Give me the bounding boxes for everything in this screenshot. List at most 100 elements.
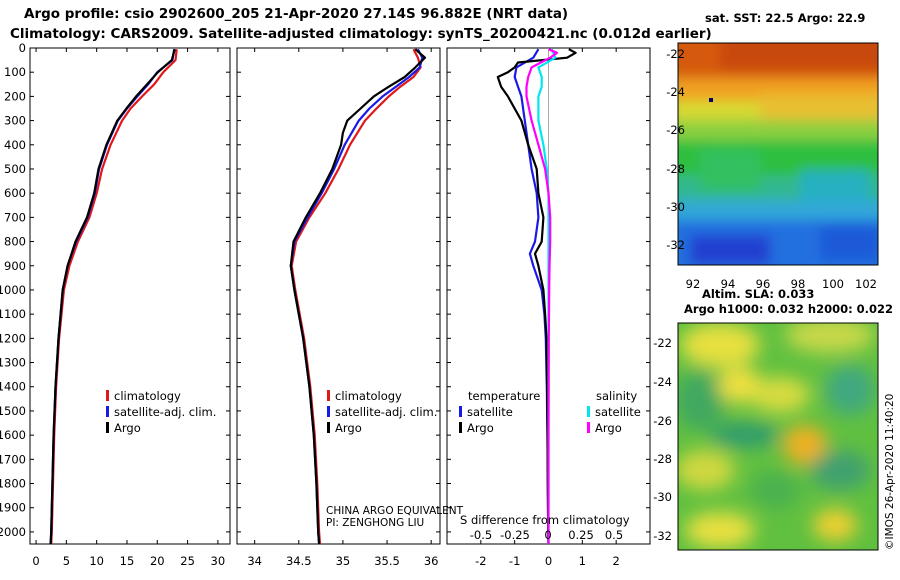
temperature-panel-frame [29, 47, 231, 545]
legend-argo-s: Argo [595, 421, 622, 435]
s-difference-title: S difference from climatology [460, 513, 630, 527]
sla-lat-tick: -24 [653, 375, 672, 389]
sst-lat-tick: -26 [666, 123, 685, 137]
temperature-x-axis: 0 5 10 15 20 25 30 [32, 48, 225, 568]
x-tick-label: -2 [475, 554, 486, 568]
x-tick-label: 34 [247, 554, 262, 568]
imos-stamp: ©IMOS 26-Apr-2020 11:40:20 [884, 394, 896, 550]
x-tick-label: 20 [150, 554, 165, 568]
legend-satellite-adj: satellite-adj. clim. [114, 405, 216, 419]
depth-tick-label: 2000 [0, 525, 26, 539]
sst-lon-tick: 96 [756, 277, 771, 291]
depth-tick-label: 1700 [0, 452, 26, 466]
header-line1: Argo profile: csio 2902600_205 21-Apr-20… [24, 6, 569, 22]
depth-tick-label: 1100 [0, 307, 26, 321]
legend-climatology: climatology [114, 389, 181, 403]
s-tick-0: 0 [544, 528, 551, 542]
depth-tick-label: 1500 [0, 404, 26, 418]
sla-title1: Altim. SLA: 0.033 [702, 287, 814, 301]
legend-swatch-argo-t [459, 422, 462, 433]
sst-map [678, 43, 878, 265]
sst-lon-tick: 92 [686, 277, 701, 291]
x-tick-label: 0 [545, 554, 552, 568]
salinity-legend: climatology satellite-adj. clim. Argo [327, 389, 437, 435]
depth-tick-label: 400 [4, 138, 26, 152]
depth-tick-label: 200 [4, 89, 26, 103]
legend-argo: Argo [114, 421, 141, 435]
depth-tick-label: 1900 [0, 501, 26, 515]
s-tick-p05: 0.5 [605, 528, 623, 542]
legend-temperature-title: temperature [468, 389, 540, 403]
x-tick-label: -1 [509, 554, 520, 568]
sla-lat-tick: -28 [653, 452, 672, 466]
temperature-legend: climatology satellite-adj. clim. Argo [106, 389, 216, 435]
series-line-argo-salinity- [525, 48, 559, 544]
sst-lon-tick: 98 [791, 277, 806, 291]
depth-tick-label: 100 [4, 65, 26, 79]
difference-series [496, 48, 577, 544]
sla-lat-tick: -32 [653, 529, 672, 543]
legend-swatch-satellite-adj [327, 406, 330, 417]
depth-tick-label: 1200 [0, 331, 26, 345]
series-line-satellite-adj-clim- [289, 48, 424, 544]
legend-salinity-title: salinity [596, 389, 637, 403]
sla-lat-tick: -30 [653, 490, 672, 504]
temperature-series [49, 48, 178, 544]
legend-swatch-argo [106, 422, 109, 433]
sst-map-frame [677, 42, 879, 266]
depth-tick-label: 600 [4, 186, 26, 200]
depth-tick-label: 700 [4, 210, 26, 224]
x-tick-label: 2 [613, 554, 620, 568]
sla-map [678, 323, 878, 550]
sla-map-frame [677, 322, 879, 551]
depth-tick-label: 1000 [0, 283, 26, 297]
series-line-argo-temperature- [496, 48, 577, 544]
depth-tick-label: 900 [4, 259, 26, 273]
legend-argo: Argo [335, 421, 362, 435]
depth-tick-label: 500 [4, 162, 26, 176]
argo-location-marker [709, 98, 713, 102]
legend-swatch-argo-s [587, 422, 590, 433]
x-tick-label: 35 [336, 554, 351, 568]
depth-tick-label: 1300 [0, 356, 26, 370]
sla-title2: Argo h1000: 0.032 h2000: 0.022 [684, 302, 893, 316]
series-line-argo [289, 48, 427, 544]
depth-tick-label: 1400 [0, 380, 26, 394]
depth-tick-label: 800 [4, 235, 26, 249]
legend-swatch-climatology [327, 390, 330, 401]
sst-lat-tick: -28 [666, 162, 685, 176]
sst-lon-tick: 100 [822, 277, 844, 291]
sla-lat-axis: -22 -24 -26 -28 -30 -32 [653, 336, 672, 543]
depth-tick-label: 1800 [0, 477, 26, 491]
s-tick-p025: 0.25 [568, 528, 594, 542]
sst-lat-tick: -30 [666, 200, 685, 214]
s-tick-m025: -0.25 [500, 528, 530, 542]
depth-tick-label: 0 [19, 41, 26, 55]
x-tick-label: 15 [120, 554, 135, 568]
x-tick-label: 0 [32, 554, 39, 568]
difference-legend: temperature satellite Argo salinity sate… [459, 389, 641, 435]
sst-lat-tick: -24 [666, 85, 685, 99]
sst-lat-tick: -22 [666, 47, 685, 61]
x-tick-label: 36 [424, 554, 439, 568]
credit-line2: PI: ZENGHONG LIU [326, 517, 424, 529]
header-line2: Climatology: CARS2009. Satellite-adjuste… [10, 26, 712, 42]
legend-satellite-s: satellite [595, 405, 641, 419]
series-line-satellite-adj-clim- [49, 49, 176, 544]
legend-swatch-climatology [106, 390, 109, 401]
x-tick-label: 30 [211, 554, 226, 568]
legend-swatch-argo [327, 422, 330, 433]
salinity-series [289, 48, 427, 544]
salinity-panel-frame [236, 47, 441, 545]
sla-lat-tick: -26 [653, 414, 672, 428]
sst-title: sat. SST: 22.5 Argo: 22.9 [705, 11, 865, 25]
s-tick-m05: -0.5 [470, 528, 492, 542]
depth-tick-label: 1600 [0, 428, 26, 442]
series-line-argo [49, 48, 176, 544]
depth-axis: 0 100 200 300 400 500 600 700 800 900 1000 1100 1200… [0, 41, 650, 539]
salinity-x-axis: 34 34.5 35 35.5 36 [247, 48, 438, 568]
series-line-climatology [50, 49, 178, 544]
x-tick-label: 34.5 [286, 554, 312, 568]
x-tick-label: 25 [180, 554, 195, 568]
legend-satellite-t: satellite [467, 405, 513, 419]
